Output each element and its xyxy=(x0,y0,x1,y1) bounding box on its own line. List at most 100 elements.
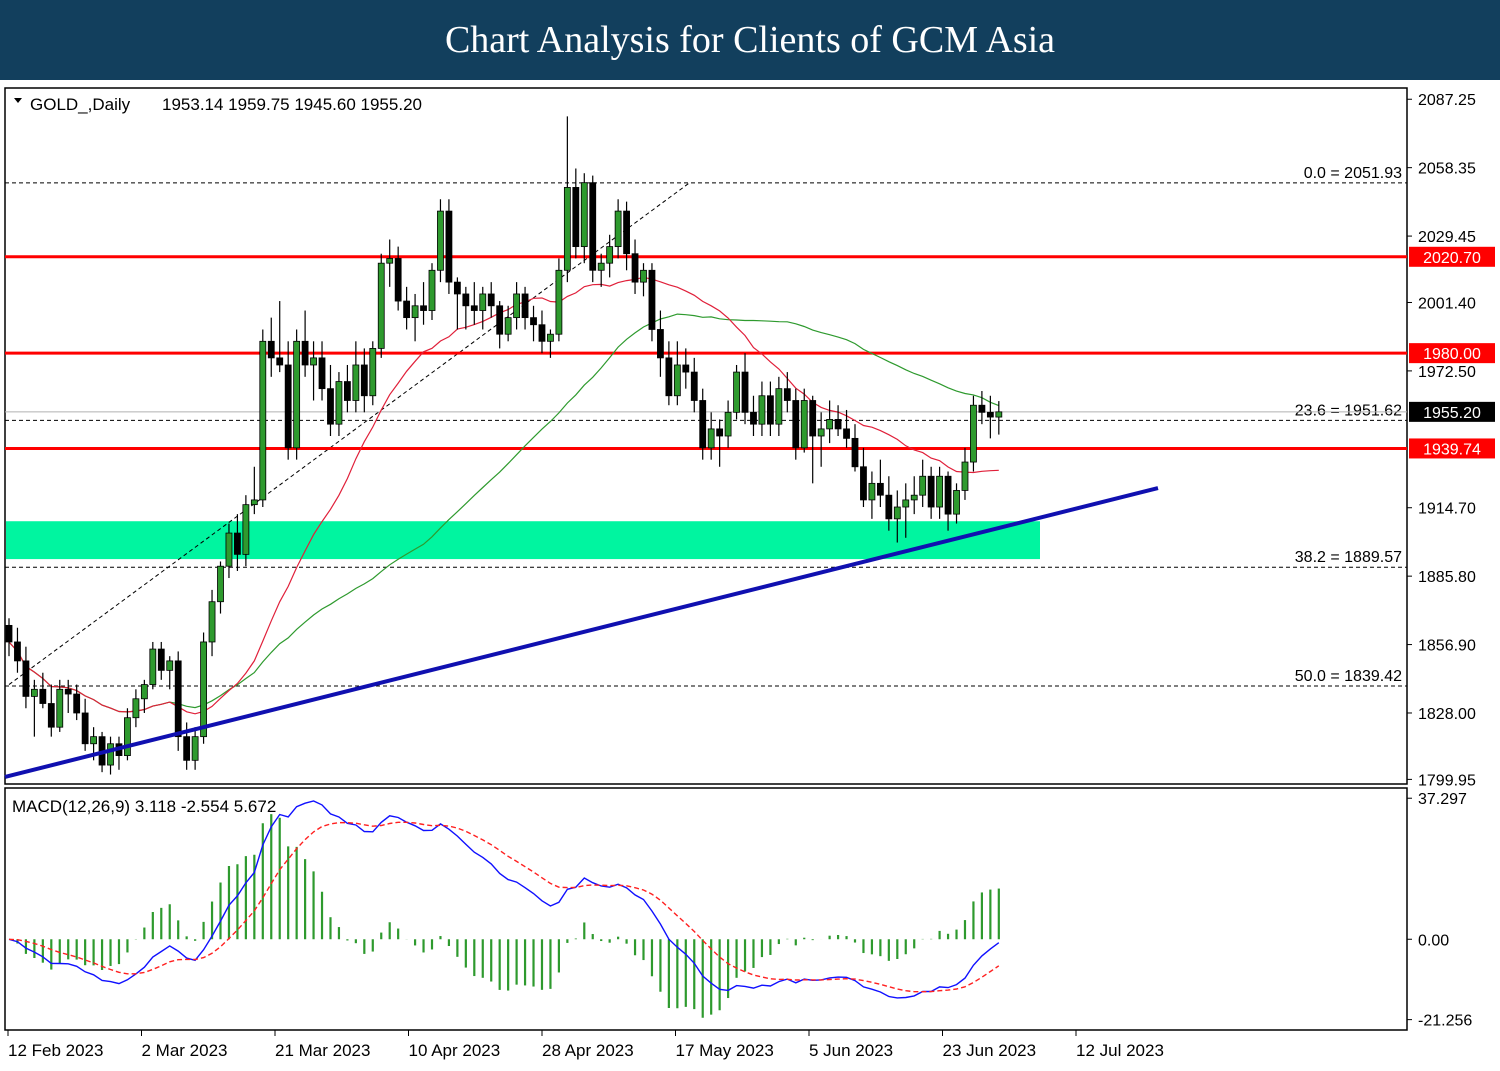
price-tick-label: 1972.50 xyxy=(1418,364,1476,381)
candle-body xyxy=(597,262,605,271)
candle-body xyxy=(14,641,21,662)
candle-body xyxy=(876,482,884,496)
symbol-dropdown-icon[interactable] xyxy=(14,98,22,103)
price-tick-label: 2001.40 xyxy=(1418,295,1476,312)
candle-body xyxy=(124,717,131,756)
candle-body xyxy=(800,400,808,449)
candle-body xyxy=(107,743,114,766)
macd-tick-label: 37.297 xyxy=(1418,791,1467,808)
candle-body xyxy=(995,411,1003,418)
candle-body xyxy=(445,210,453,283)
candle-body xyxy=(826,419,834,430)
candle-body xyxy=(555,269,563,335)
candle-body xyxy=(640,269,647,283)
candle-body xyxy=(851,437,859,468)
ohlc-header: 1953.14 1959.75 1945.60 1955.20 xyxy=(162,95,422,114)
date-tick-label: 10 Apr 2023 xyxy=(409,1041,501,1060)
level-price-label: 1980.00 xyxy=(1423,346,1481,363)
candle-body xyxy=(259,340,267,501)
macd-signal-line xyxy=(8,821,1000,993)
macd-tick-label: 0.00 xyxy=(1418,932,1449,949)
level-price-label: 1939.74 xyxy=(1423,441,1481,458)
candle-body xyxy=(936,475,943,508)
candle-body xyxy=(910,494,918,501)
candle-body xyxy=(200,641,207,738)
candle-body xyxy=(369,348,377,397)
candle-body xyxy=(868,482,876,501)
candle-body xyxy=(513,293,520,319)
candle-body xyxy=(403,300,411,319)
candle-body xyxy=(775,388,783,425)
candle-body xyxy=(750,411,757,425)
candle-body xyxy=(174,660,182,738)
candle-body xyxy=(944,475,952,515)
date-tick-label: 23 Jun 2023 xyxy=(943,1041,1037,1060)
price-tick-label: 1885.80 xyxy=(1418,569,1476,586)
candle-body xyxy=(352,364,360,401)
current-price-tag xyxy=(1409,401,1495,422)
candle-body xyxy=(733,371,740,413)
candle-body xyxy=(741,371,749,413)
chart-header: GOLD_,Daily 1953.14 1959.75 1945.60 1955… xyxy=(14,95,422,114)
candle-body xyxy=(563,187,571,271)
candle-body xyxy=(462,293,470,307)
candle-body xyxy=(276,357,284,366)
candle-body xyxy=(327,388,334,425)
candle-body xyxy=(767,395,774,425)
candle-body xyxy=(132,698,140,719)
candle-body xyxy=(47,703,55,728)
moving-average-fast xyxy=(8,276,999,715)
candle-body xyxy=(386,258,394,264)
candle-body xyxy=(293,340,301,449)
candle-body xyxy=(953,490,960,515)
candle-body xyxy=(22,660,30,697)
fib-level-label: 23.6 = 1951.62 xyxy=(1295,402,1402,419)
candle-body xyxy=(707,428,715,449)
candle-body xyxy=(496,305,504,335)
candle-body xyxy=(5,624,13,643)
candle-body xyxy=(961,461,969,491)
candle-body xyxy=(817,428,825,437)
candle-body xyxy=(166,660,174,671)
candle-body xyxy=(225,532,233,567)
candle-body xyxy=(217,565,224,603)
candle-body xyxy=(665,357,673,397)
candle-body xyxy=(250,499,258,506)
fib-level-label: 50.0 = 1839.42 xyxy=(1295,668,1402,685)
candle-body xyxy=(716,428,724,437)
candle-body xyxy=(860,466,867,501)
support-zone xyxy=(6,521,1040,560)
candle-body xyxy=(986,411,994,418)
candle-body xyxy=(420,305,427,311)
candle-body xyxy=(140,684,148,700)
candle-body xyxy=(885,494,893,520)
candle-body xyxy=(73,693,81,714)
candle-body xyxy=(724,411,732,437)
candle-body xyxy=(606,246,614,264)
level-price-tag xyxy=(1409,438,1495,459)
macd-panel-frame xyxy=(4,787,1408,1031)
candle-body xyxy=(580,182,588,248)
candle-body xyxy=(242,504,250,555)
candle-body xyxy=(843,428,850,439)
candle-body xyxy=(893,506,901,520)
candle-body xyxy=(149,648,157,685)
candle-body xyxy=(64,688,72,695)
date-tick-label: 12 Jul 2023 xyxy=(1076,1041,1164,1060)
candle-body xyxy=(699,400,707,449)
candle-body xyxy=(310,357,317,366)
candle-body xyxy=(530,317,537,326)
price-tick-label: 1914.70 xyxy=(1418,501,1476,518)
candle-body xyxy=(81,712,89,745)
candle-body xyxy=(234,532,241,555)
candle-body xyxy=(783,388,791,401)
candle-body xyxy=(919,475,927,496)
candle-body xyxy=(657,329,664,359)
candle-body xyxy=(504,317,512,335)
banner-title: Chart Analysis for Clients of GCM Asia xyxy=(444,19,1056,61)
candle-body xyxy=(470,305,478,311)
price-tick-label: 2029.45 xyxy=(1418,229,1476,246)
candle-body xyxy=(902,499,910,508)
ascending-trendline xyxy=(4,486,1159,779)
candle-body xyxy=(428,269,436,311)
